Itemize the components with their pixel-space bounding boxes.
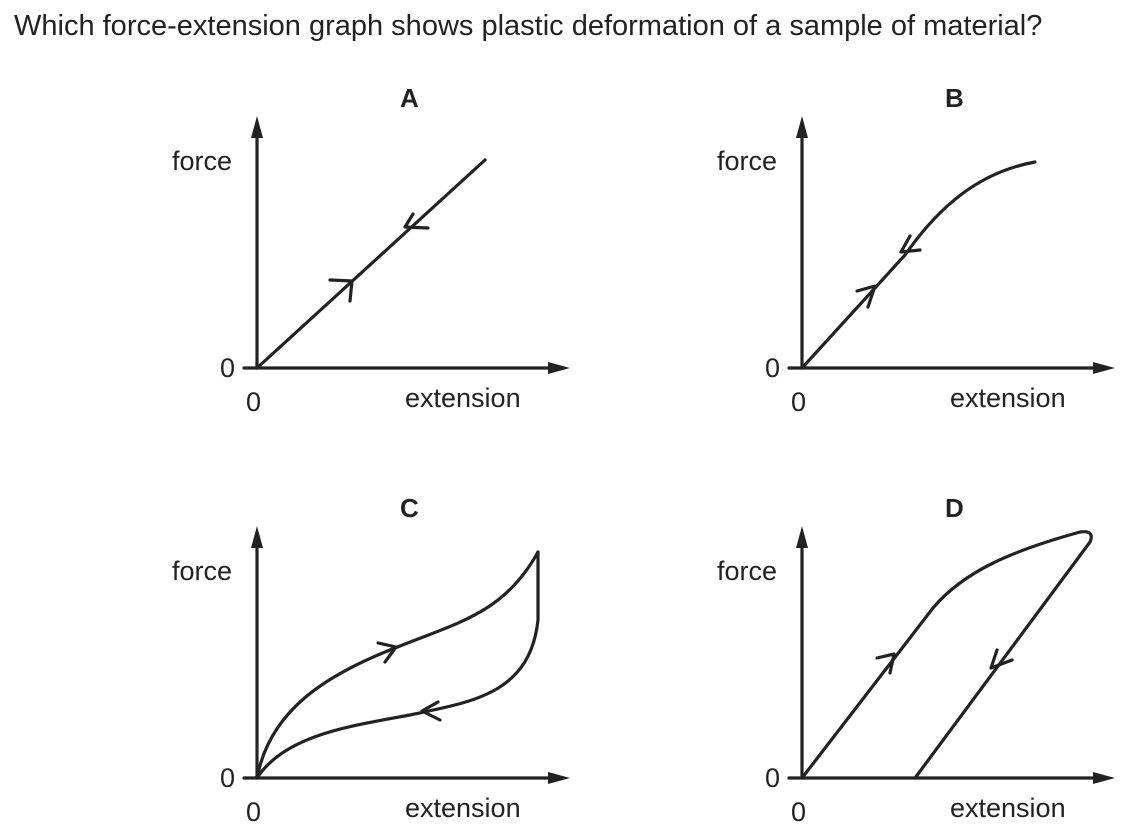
x-origin-label: 0 [246, 387, 262, 417]
x-axis [242, 362, 570, 374]
option-label: B [945, 83, 964, 113]
y-origin-label: 0 [765, 763, 781, 793]
loading-arrow [376, 641, 398, 664]
x-axis [242, 772, 570, 784]
x-axis-label: extension [405, 793, 521, 823]
graph-a-plot [242, 116, 570, 374]
unloading-arrow [420, 700, 442, 722]
y-axis-label: force [717, 146, 778, 176]
unloading-line [913, 540, 1092, 780]
y-origin-label: 0 [765, 353, 781, 383]
load-unload-line [255, 158, 487, 370]
graph-b-plot [787, 116, 1115, 374]
loading-arrow [875, 652, 896, 675]
graph-d: D force extension 0 0 [705, 490, 1125, 830]
option-label: C [400, 493, 419, 523]
option-label: D [945, 493, 964, 523]
x-origin-label: 0 [246, 797, 262, 827]
x-axis [787, 362, 1115, 374]
x-axis-label: extension [405, 383, 521, 413]
load-unload-curve [800, 160, 1037, 370]
graph-d-plot [787, 526, 1115, 784]
x-axis-label: extension [950, 383, 1066, 413]
y-axis [796, 526, 808, 780]
loading-arrow [328, 278, 354, 303]
unloading-arrow [899, 234, 922, 254]
x-axis-label: extension [950, 793, 1066, 823]
loading-arrow [855, 284, 877, 309]
y-axis-label: force [172, 556, 233, 586]
y-axis-label: force [172, 146, 233, 176]
loading-curve [800, 530, 1093, 780]
y-axis [251, 116, 263, 370]
graph-a: A force extension 0 0 [160, 80, 580, 420]
x-axis [787, 772, 1115, 784]
y-origin-label: 0 [220, 763, 236, 793]
graph-c-plot [242, 526, 570, 784]
question-text: Which force-extension graph shows plasti… [14, 10, 1043, 42]
y-axis [796, 116, 808, 370]
loading-curve [255, 550, 540, 780]
unloading-arrow [403, 212, 430, 230]
graph-b: B force extension 0 0 [705, 80, 1125, 420]
y-origin-label: 0 [220, 353, 236, 383]
option-label: A [400, 83, 419, 113]
x-origin-label: 0 [791, 387, 807, 417]
graph-c: C force extension 0 0 [160, 490, 580, 830]
unloading-arrow [989, 648, 1014, 670]
unloading-curve [255, 550, 540, 780]
y-axis [251, 526, 263, 780]
x-origin-label: 0 [791, 797, 807, 827]
y-axis-label: force [717, 556, 778, 586]
